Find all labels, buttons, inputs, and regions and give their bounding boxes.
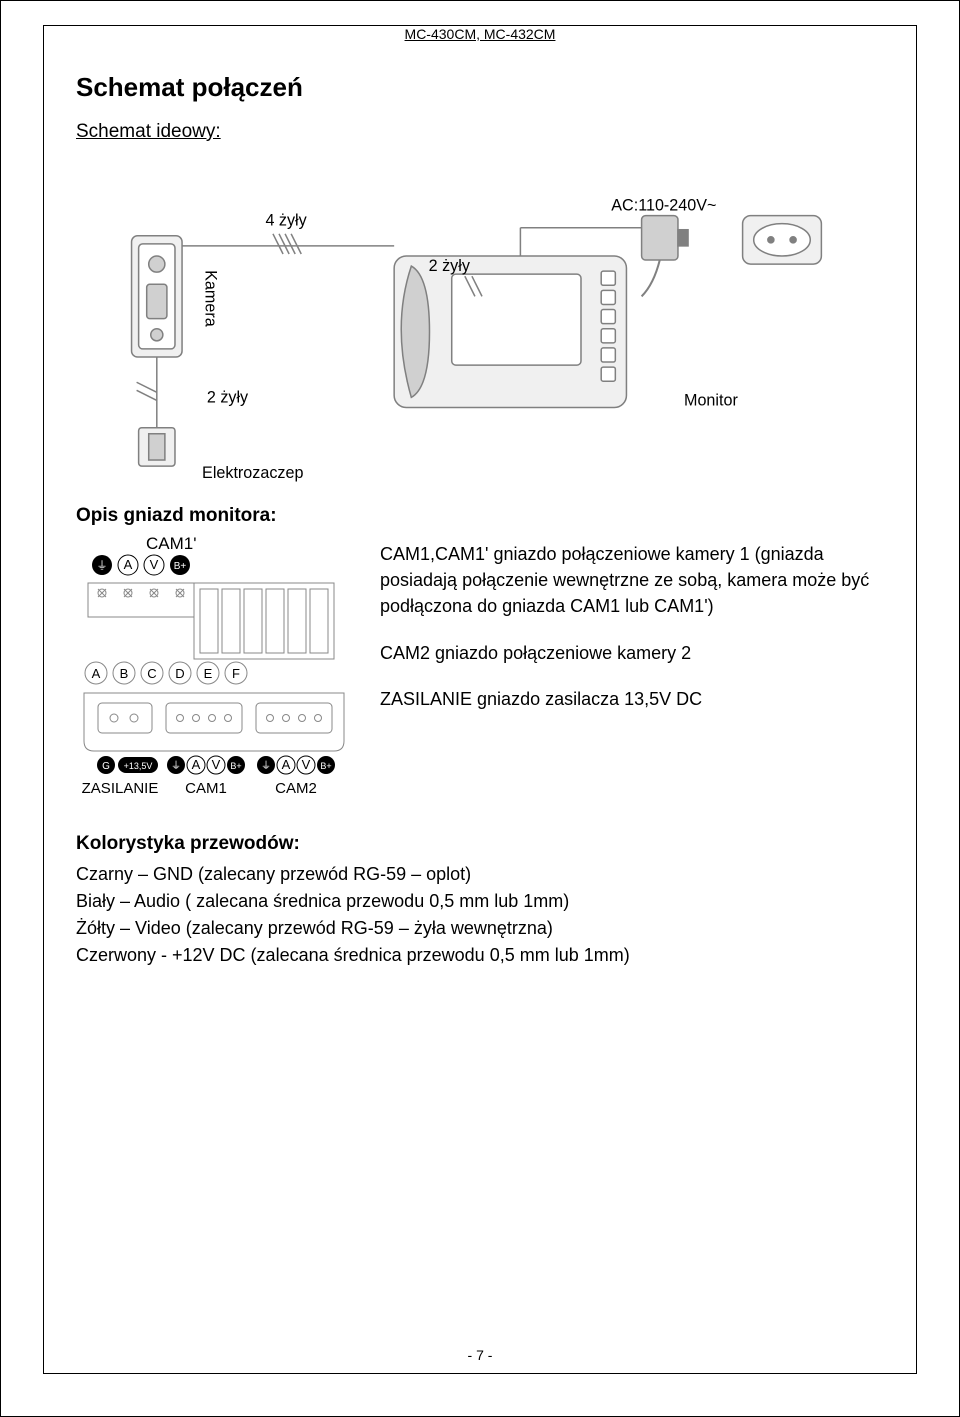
desc-cam1: CAM1,CAM1' gniazdo połączeniowe kamery 1… [380,541,884,619]
monitor-label: Monitor [684,391,738,409]
desc-power: ZASILANIE gniazdo zasilacza 13,5V DC [380,686,884,712]
header-model: MC-430CM, MC-432CM [399,26,562,42]
socket-panel: CAM1' ⏚ A V B+ [76,533,356,813]
wires-heading: Kolorystyka przewodów: [76,833,884,855]
wire-red: Czerwony - +12V DC (zalecana średnica pr… [76,942,884,969]
wires2b-label: 2 żyły [207,388,249,406]
svg-text:B+: B+ [174,561,187,572]
wire-black: Czarny – GND (zalecany przewód RG-59 – o… [76,861,884,888]
svg-text:G: G [102,761,110,772]
svg-text:+13,5V: +13,5V [124,761,153,771]
svg-text:V: V [212,757,221,772]
svg-text:B+: B+ [230,761,241,771]
svg-text:V: V [150,557,159,572]
page-border: MC-430CM, MC-432CM Schemat połączeń Sche… [43,25,917,1374]
svg-text:V: V [302,757,311,772]
wire-yellow: Żółty – Video (zalecany przewód RG-59 – … [76,915,884,942]
cam1-label: CAM1 [185,780,227,797]
ac-label: AC:110-240V~ [611,197,716,215]
cam1p-label: CAM1' [146,534,196,553]
svg-text:B+: B+ [320,761,331,771]
cam2-label: CAM2 [275,780,317,797]
svg-text:A: A [192,757,201,772]
camera-label: Kamera [201,270,219,327]
svg-text:B: B [120,666,129,681]
wire-white: Biały – Audio ( zalecana średnica przewo… [76,888,884,915]
section-subtitle: Schemat ideowy: [76,121,884,143]
svg-text:A: A [92,666,101,681]
wires4-label: 4 żyły [265,212,307,230]
svg-text:A: A [282,757,291,772]
page-title: Schemat połączeń [76,72,884,103]
svg-text:⏚: ⏚ [97,559,108,572]
wires2a-label: 2 żyły [429,257,471,275]
power-label: ZASILANIE [82,780,159,797]
svg-text:F: F [232,666,240,681]
wiring-diagram: Kamera 4 żyły 2 żyły [76,155,884,488]
svg-text:⏚: ⏚ [261,760,271,772]
page: MC-430CM, MC-432CM Schemat połączeń Sche… [0,0,960,1417]
svg-text:D: D [175,666,184,681]
svg-text:C: C [147,666,156,681]
svg-text:E: E [204,666,213,681]
svg-text:⏚: ⏚ [171,760,181,772]
strike-label: Elektrozaczep [202,464,303,482]
svg-text:A: A [124,557,133,572]
page-number: - 7 - [468,1347,493,1363]
sockets-heading: Opis gniazd monitora: [76,505,884,527]
desc-cam2: CAM2 gniazdo połączeniowe kamery 2 [380,640,884,666]
